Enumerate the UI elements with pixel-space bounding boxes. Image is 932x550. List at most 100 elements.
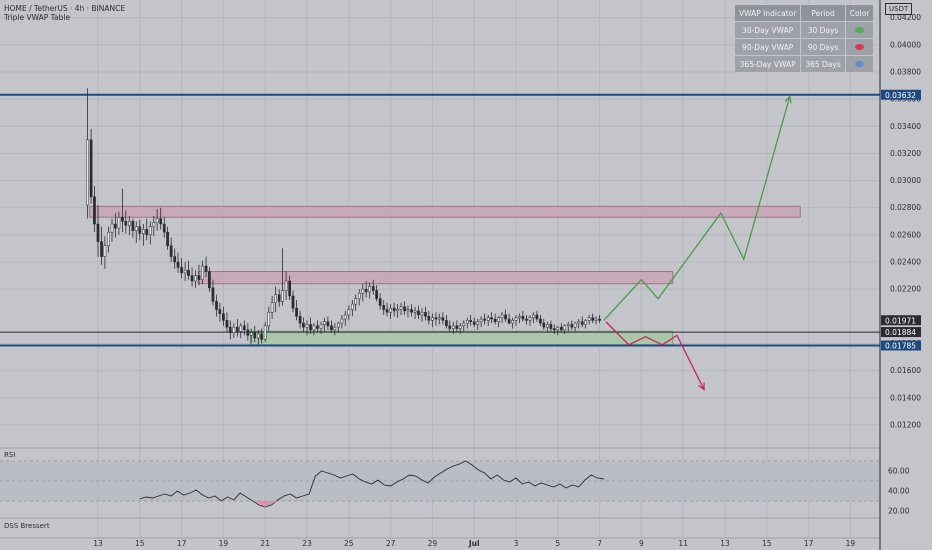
time-tick-label: Jul bbox=[468, 539, 480, 548]
candle bbox=[427, 310, 431, 325]
candle-body bbox=[197, 275, 201, 280]
price-tick-label: 0.02200 bbox=[890, 285, 921, 294]
candle-body bbox=[465, 320, 469, 324]
candle bbox=[525, 314, 528, 325]
candle-body bbox=[322, 321, 326, 325]
indicator-title: Triple VWAP Table bbox=[4, 13, 71, 22]
candle bbox=[347, 305, 351, 321]
candle bbox=[493, 313, 497, 325]
vwap-period: 90 Days bbox=[800, 38, 846, 56]
resistance-zone bbox=[89, 205, 801, 218]
candle bbox=[204, 256, 208, 277]
candle-body bbox=[573, 322, 577, 328]
candle-body bbox=[351, 303, 354, 310]
candle bbox=[176, 252, 180, 273]
candle bbox=[451, 321, 455, 334]
candle-body bbox=[274, 294, 277, 303]
candle-body bbox=[96, 223, 100, 242]
candle bbox=[291, 290, 295, 313]
grid bbox=[0, 0, 880, 538]
candle-body bbox=[340, 318, 344, 324]
candle bbox=[368, 282, 372, 299]
candle-body bbox=[368, 286, 372, 293]
candle bbox=[225, 312, 229, 333]
candle-body bbox=[337, 322, 340, 328]
candle-body bbox=[305, 324, 309, 328]
candle bbox=[302, 317, 305, 333]
candle-body bbox=[566, 324, 570, 327]
candle-body bbox=[242, 325, 246, 331]
candle bbox=[107, 226, 110, 253]
candle bbox=[242, 320, 246, 336]
candle-body bbox=[514, 317, 518, 321]
candle-body bbox=[570, 324, 574, 328]
candle-body bbox=[417, 310, 420, 316]
time-tick-label: 29 bbox=[428, 539, 438, 548]
candle bbox=[507, 313, 511, 325]
time-tick-label: 21 bbox=[260, 539, 270, 548]
candle bbox=[552, 324, 556, 334]
candle bbox=[476, 319, 480, 330]
vwap-table: VWAP Indicator Period Color 30-Day VWAP … bbox=[733, 4, 875, 73]
candle-body bbox=[528, 317, 532, 321]
candle bbox=[434, 312, 438, 326]
candle bbox=[566, 321, 570, 332]
vwap-color-cell bbox=[844, 55, 875, 73]
candle bbox=[556, 325, 560, 336]
bearish-projection bbox=[605, 321, 705, 390]
candle bbox=[218, 302, 222, 322]
time-tick-label: 13 bbox=[93, 539, 103, 548]
candle bbox=[483, 313, 486, 325]
candle bbox=[424, 306, 427, 321]
candle-body bbox=[319, 324, 323, 329]
candle-body bbox=[225, 320, 229, 328]
candle bbox=[511, 317, 514, 329]
candle bbox=[518, 313, 521, 324]
candle-body bbox=[291, 295, 295, 309]
candle-body bbox=[434, 317, 438, 320]
vwap-row-90: 90-Day VWAP 90 Days bbox=[733, 38, 875, 56]
candle-body bbox=[208, 271, 211, 289]
candle-body bbox=[549, 324, 553, 329]
candle-body bbox=[472, 321, 476, 325]
candle-body bbox=[458, 325, 462, 329]
candle bbox=[458, 323, 462, 334]
candle bbox=[142, 224, 145, 246]
candle-body bbox=[382, 305, 386, 310]
candle-body bbox=[260, 333, 263, 340]
candle-body bbox=[166, 231, 169, 246]
vwap-name: 365-Day VWAP bbox=[733, 55, 802, 73]
candle bbox=[239, 323, 243, 339]
candle-body bbox=[107, 231, 110, 246]
candle-body bbox=[403, 306, 406, 312]
candle-body bbox=[437, 317, 441, 320]
candle bbox=[351, 300, 354, 317]
candle bbox=[96, 204, 100, 257]
currency-badge[interactable]: USDT bbox=[885, 3, 913, 15]
candle bbox=[399, 302, 403, 315]
candle bbox=[563, 324, 567, 334]
candle bbox=[406, 305, 410, 318]
time-tick-label: 17 bbox=[177, 539, 187, 548]
candle-body bbox=[117, 216, 121, 229]
candle-body bbox=[343, 314, 347, 320]
price-tick-label: 0.02800 bbox=[890, 203, 921, 212]
candle-body bbox=[86, 139, 89, 206]
candle-body bbox=[148, 226, 152, 236]
candle-body bbox=[591, 317, 595, 321]
vwap-table-header: VWAP Indicator Period Color bbox=[733, 4, 875, 22]
candle bbox=[89, 128, 93, 204]
candle-body bbox=[169, 245, 173, 257]
candle-body bbox=[204, 265, 208, 272]
rsi-tick-label: 40.00 bbox=[888, 487, 910, 496]
candle-body bbox=[378, 298, 382, 306]
candle-body bbox=[357, 292, 361, 299]
candle bbox=[173, 248, 177, 269]
candle-body bbox=[228, 326, 232, 333]
candle-body bbox=[476, 321, 480, 325]
candle-body bbox=[511, 320, 514, 324]
candle bbox=[228, 320, 232, 340]
candle bbox=[284, 271, 288, 301]
candle bbox=[222, 306, 225, 326]
